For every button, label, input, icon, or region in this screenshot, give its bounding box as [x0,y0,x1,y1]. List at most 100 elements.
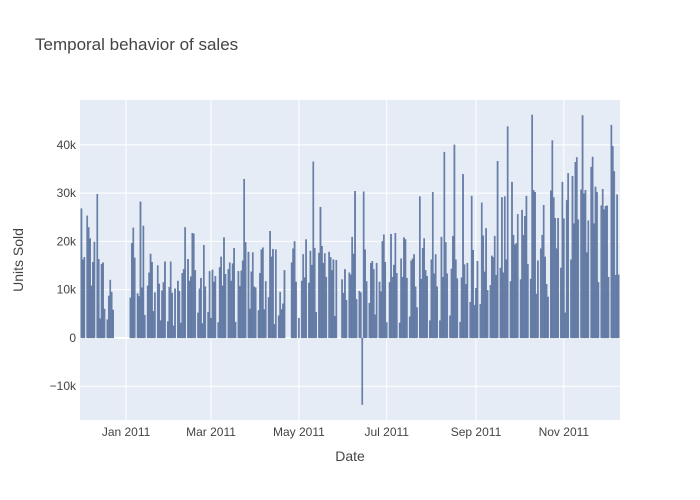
bar [537,260,539,339]
bar [158,283,161,339]
bar [264,281,267,339]
bar [273,324,276,339]
bar [575,157,578,339]
bar [156,265,159,339]
bar [381,241,384,339]
bar [253,286,256,339]
x-tick-label: Sep 2011 [451,425,502,439]
bar [159,320,162,339]
bar [313,247,316,339]
bar [86,215,89,339]
bar [241,260,244,339]
bar [514,244,516,339]
bar [584,190,587,339]
bar [171,292,174,339]
bar [322,262,325,339]
bar [524,216,526,339]
bar [305,239,307,339]
bar [378,281,381,339]
bar [394,233,397,339]
bar [259,273,261,339]
bar [218,267,221,339]
bar [244,242,247,339]
bar [200,277,202,339]
bar [418,196,421,339]
bar [452,235,454,339]
bar [214,275,217,339]
bar [152,311,155,339]
bar [89,238,91,339]
bar [506,126,509,339]
bar [107,295,110,339]
bar [550,190,552,339]
bar [182,269,185,339]
bar [408,316,411,339]
bar [613,171,616,339]
bar [580,189,582,339]
bar [564,312,567,339]
bar [349,274,352,339]
bar [444,242,447,339]
bar [450,268,453,339]
bar [501,197,503,339]
bar [482,235,485,339]
bar [583,193,585,339]
bar [490,255,493,339]
bar [581,115,584,339]
bar [505,259,508,339]
bar [217,322,220,339]
bar [237,271,240,339]
bar [529,278,532,339]
bar [146,285,149,339]
bar [545,284,548,339]
bar [446,273,449,339]
bar [110,291,113,339]
bar [385,322,388,339]
bar [562,218,565,339]
bar [352,253,355,339]
bar [594,186,597,339]
bar [565,200,568,339]
bar [97,259,100,339]
bar [460,277,463,339]
bar [149,253,152,339]
bar [178,290,181,339]
bar [351,236,354,339]
bar [368,302,371,339]
bar [485,228,487,339]
bar [483,271,486,339]
bar [228,262,231,339]
x-tick-label: May 2011 [273,425,325,439]
bar [364,249,366,339]
bar [475,288,477,339]
y-tick-label: −10k [50,379,77,393]
bar [238,286,241,339]
bar [177,280,179,339]
x-tick-label: Jul 2011 [364,425,409,439]
bar [231,263,234,339]
bar [429,320,431,339]
bar [439,320,441,339]
bar [247,251,250,339]
bar [420,278,423,339]
bar [426,275,428,339]
bar [442,276,444,339]
bar [169,261,172,339]
chart-title: Temporal behavior of sales [35,35,238,54]
bar [401,276,404,339]
bar [512,234,515,339]
bar [601,189,604,339]
bar [400,258,402,339]
bar [607,276,610,339]
bar [380,291,382,339]
bar [424,270,427,339]
bar [344,269,346,339]
bar [480,202,483,339]
bar [90,285,93,339]
bar [453,144,456,339]
bar [456,278,459,339]
bar [103,308,106,339]
bar [603,209,606,339]
bar [526,263,529,339]
bar [202,245,205,339]
